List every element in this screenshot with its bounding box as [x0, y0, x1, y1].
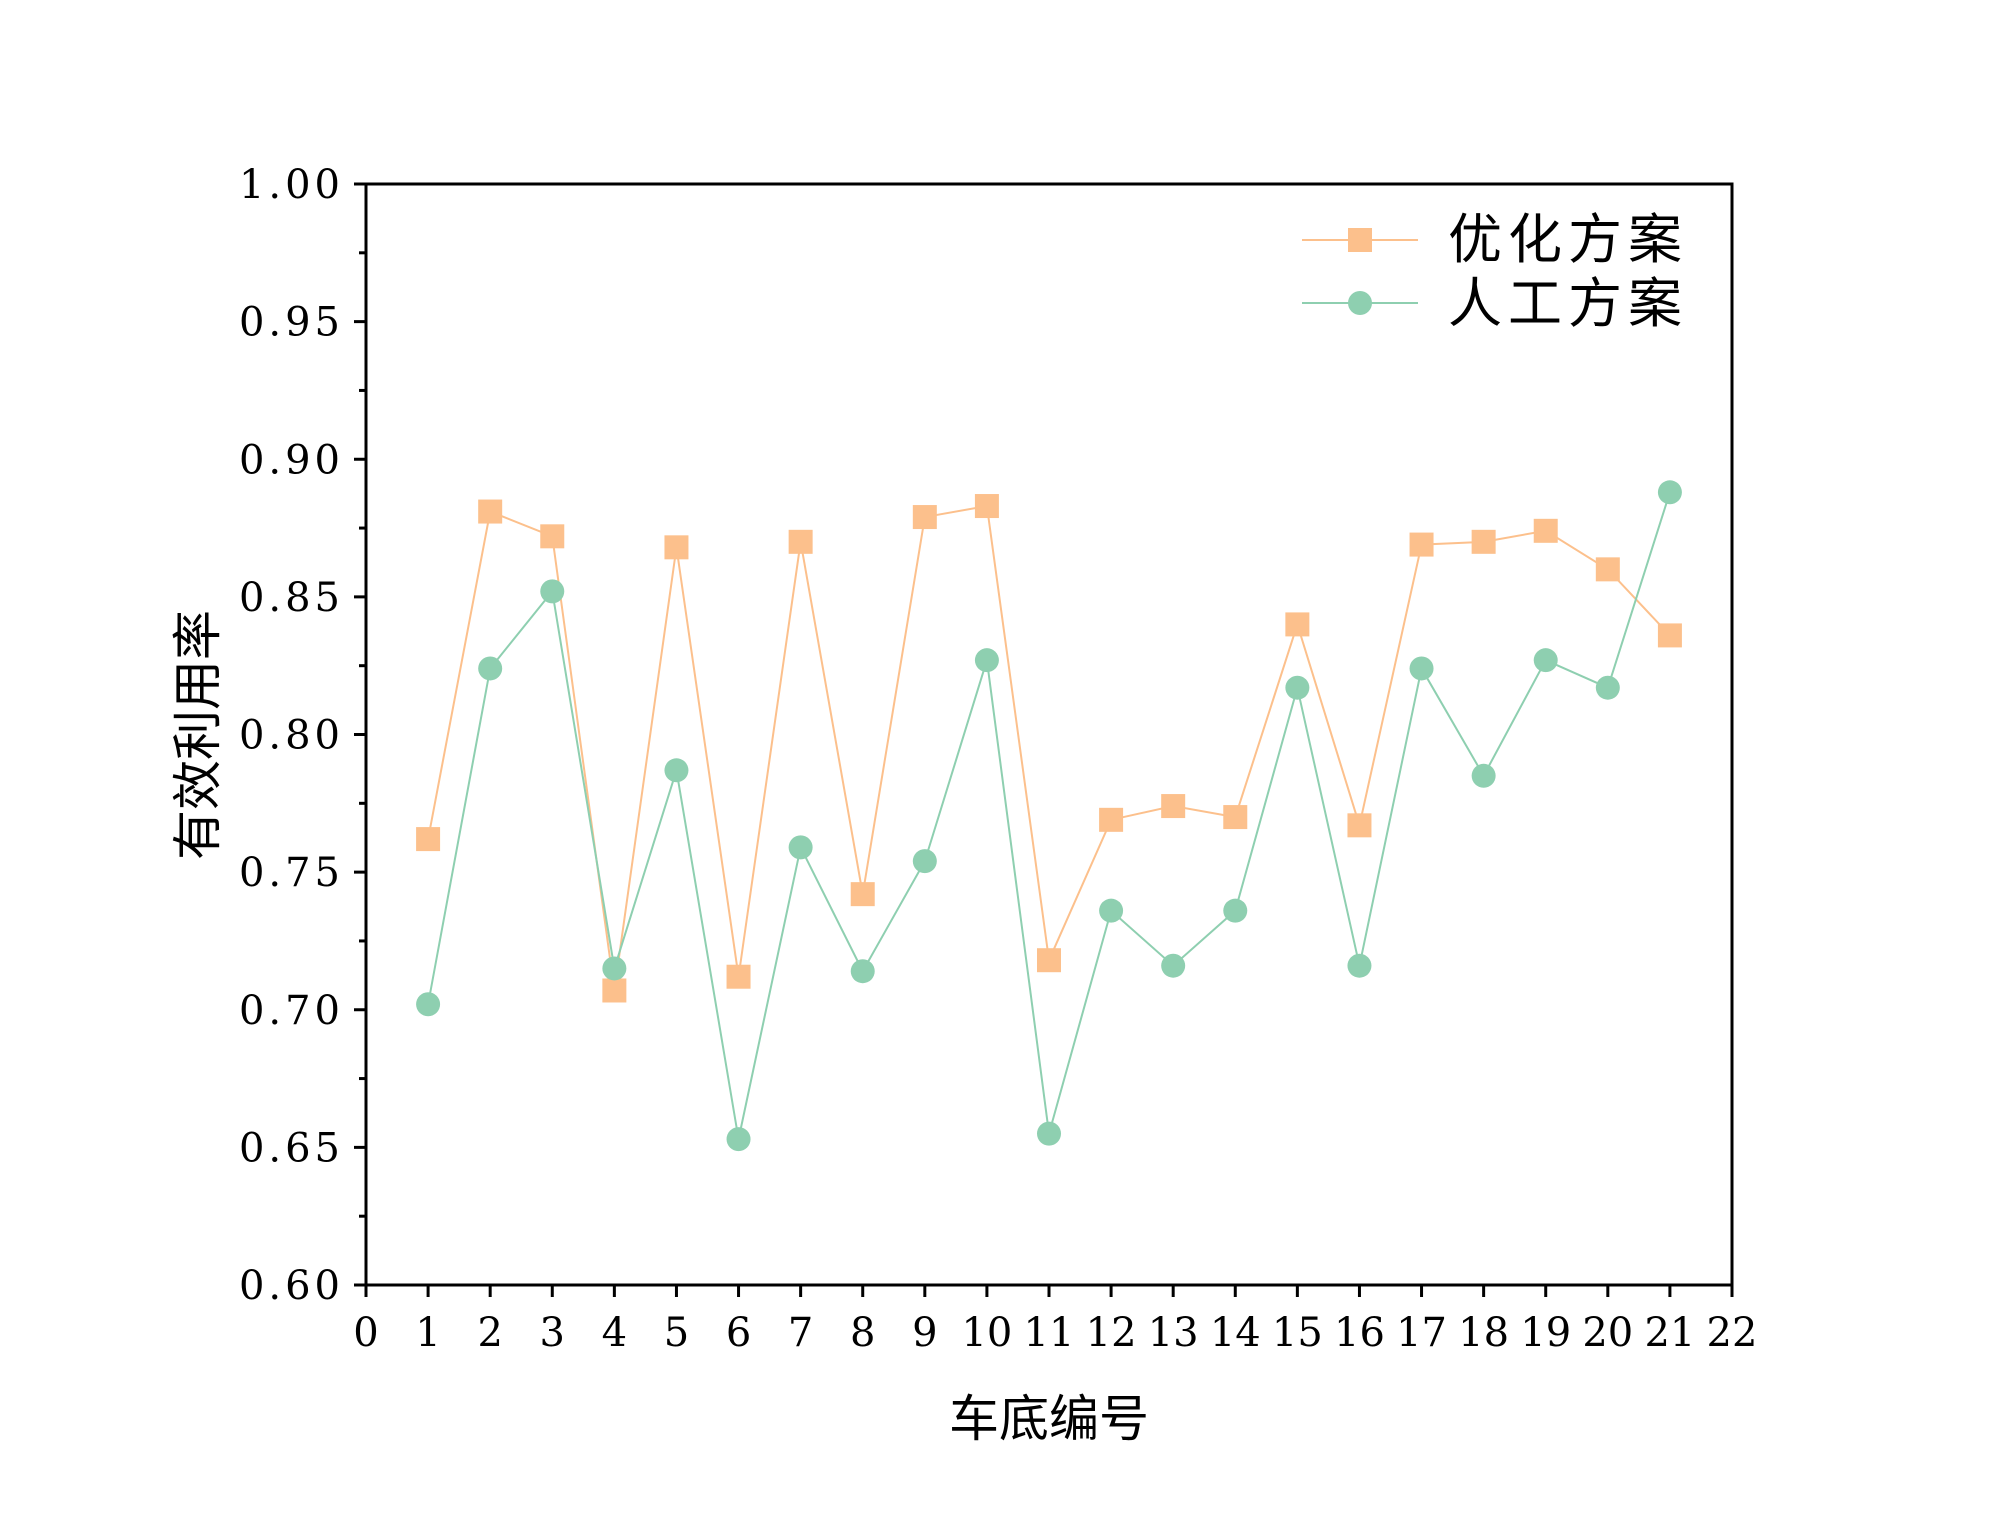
data-point-square [788, 529, 813, 554]
data-point-circle [1595, 675, 1620, 700]
data-point-circle [478, 656, 503, 681]
data-point-square [1347, 813, 1372, 838]
x-tick-label: 4 [602, 1310, 627, 1356]
data-point-square [1471, 529, 1496, 554]
data-point-square [1223, 805, 1248, 830]
legend: 优化方案 人工方案 [1302, 208, 1688, 335]
data-point-circle [726, 1127, 751, 1152]
data-point-circle [540, 579, 565, 604]
data-point-square [850, 882, 875, 907]
x-tick-label: 14 [1210, 1310, 1261, 1356]
axes-frame [364, 182, 1734, 1287]
data-point-circle [1037, 1121, 1061, 1146]
data-point-circle [788, 835, 813, 860]
data-point-circle [602, 956, 627, 981]
x-tick-label: 21 [1644, 1310, 1695, 1356]
x-tick-label: 10 [961, 1310, 1012, 1356]
data-point-circle [1409, 656, 1434, 681]
x-tick-label: 7 [788, 1310, 813, 1356]
x-tick-label: 0 [353, 1310, 378, 1356]
data-point-circle [1223, 898, 1248, 923]
y-tick-label: 0.95 [239, 300, 344, 346]
x-tick-label: 11 [1024, 1310, 1075, 1356]
data-point-square [416, 827, 441, 852]
x-tick-label: 1 [415, 1310, 440, 1356]
legend-label-optimized: 优化方案 [1448, 208, 1688, 271]
x-tick-label: 22 [1707, 1310, 1758, 1356]
y-tick-label: 0.85 [239, 575, 344, 621]
data-point-square [1099, 807, 1124, 832]
x-tick-label: 15 [1272, 1310, 1323, 1356]
y-tick-label: 0.80 [239, 713, 344, 759]
x-tick-label: 12 [1086, 1310, 1137, 1356]
data-point-circle [1471, 763, 1496, 788]
y-tick-label: 0.75 [239, 850, 344, 896]
data-point-square [540, 524, 565, 549]
x-tick-label: 6 [726, 1310, 751, 1356]
x-tick-label: 13 [1148, 1310, 1199, 1356]
data-point-circle [664, 758, 689, 783]
x-tick-label: 17 [1396, 1310, 1447, 1356]
data-point-circle [1347, 953, 1372, 978]
y-tick-label: 0.70 [239, 988, 344, 1034]
y-tick-label: 0.90 [239, 437, 344, 483]
data-point-square [602, 978, 627, 1003]
data-point-square [1595, 557, 1620, 582]
x-tick-label: 8 [850, 1310, 875, 1356]
legend-marker-circle [1348, 291, 1372, 315]
data-point-square [478, 499, 503, 524]
data-point-square [664, 535, 689, 560]
y-tick-label: 0.60 [239, 1263, 344, 1309]
x-tick-label: 2 [477, 1310, 502, 1356]
data-point-square [1037, 948, 1061, 973]
data-point-square [1285, 612, 1310, 637]
data-point-square [974, 494, 999, 519]
data-point-circle [974, 648, 999, 673]
x-tick-label: 20 [1582, 1310, 1633, 1356]
data-point-square [726, 964, 751, 989]
legend-marker-square [1348, 228, 1372, 252]
data-point-circle [850, 959, 875, 984]
data-point-square [1161, 794, 1186, 819]
data-point-square [1657, 623, 1682, 648]
x-tick-label: 19 [1520, 1310, 1571, 1356]
x-tick-label: 18 [1458, 1310, 1509, 1356]
y-tick-label: 1.00 [239, 162, 344, 208]
x-tick-label: 9 [912, 1310, 937, 1356]
x-tick-label: 3 [540, 1310, 565, 1356]
x-tick-label: 16 [1334, 1310, 1385, 1356]
data-point-circle [1099, 898, 1124, 923]
data-point-circle [912, 849, 937, 874]
data-point-circle [1533, 648, 1558, 673]
data-point-circle [1657, 480, 1682, 505]
x-tick-label: 5 [664, 1310, 689, 1356]
plot-area: 0 1 2 3 4 5 6 7 8 9 10 11 12 13 14 15 16 17 18 19 20 21 220.60… [239, 162, 1758, 1356]
y-tick-label: 0.65 [239, 1125, 344, 1171]
data-point-circle [1285, 675, 1310, 700]
x-axis-label: 车底编号 [949, 1390, 1149, 1448]
data-point-circle [416, 992, 441, 1017]
series-line-1 [427, 491, 1671, 1140]
y-axis-label: 有效利用率 [169, 610, 227, 860]
data-point-circle [1161, 953, 1186, 978]
series-line-0 [427, 504, 1671, 991]
data-point-square [912, 505, 937, 530]
legend-label-manual: 人工方案 [1448, 272, 1688, 335]
data-point-square [1533, 518, 1558, 543]
data-point-square [1409, 532, 1434, 557]
